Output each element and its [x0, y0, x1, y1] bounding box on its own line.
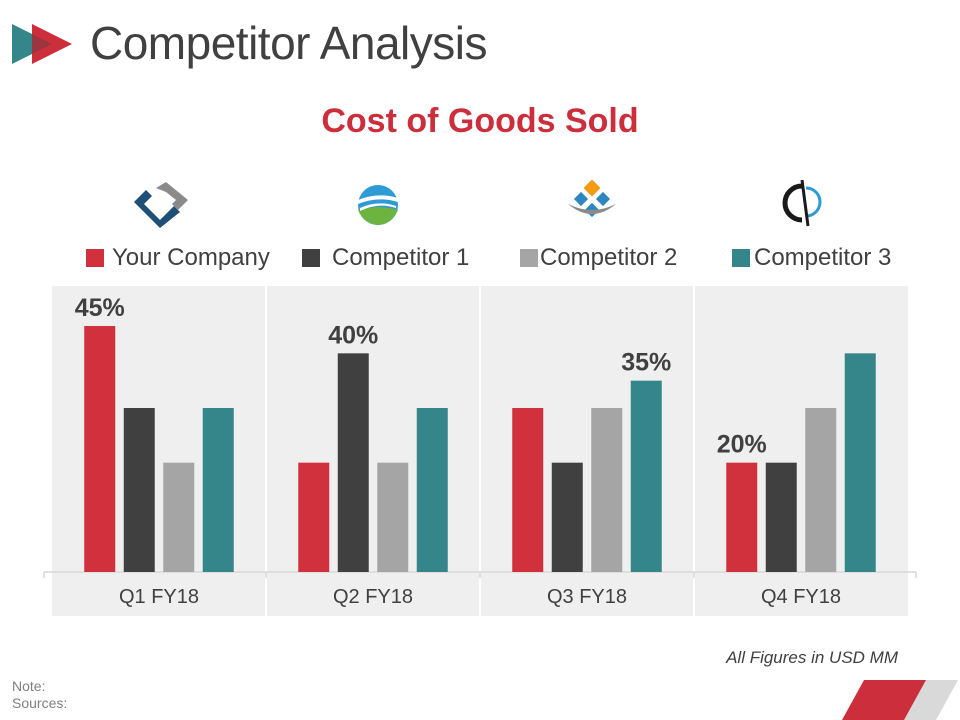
x-tick-label: Q2 FY18 [333, 586, 413, 608]
legend-item-competitor-2: Competitor 2 [520, 244, 677, 272]
title-arrow-icon [12, 24, 72, 64]
bar-your-company-q1-fy18 [84, 326, 116, 572]
note-label: Note: [12, 678, 46, 694]
x-tick-label: Q1 FY18 [119, 586, 199, 608]
data-label: 45% [75, 294, 125, 322]
bar-competitor-3-q3-fy18 [630, 380, 662, 572]
company-logo-3-icon [568, 180, 616, 218]
legend-label: Competitor 2 [540, 244, 678, 271]
company-logo-4-icon [782, 179, 822, 227]
sources-label: Sources: [12, 695, 68, 711]
legend-swatch [302, 249, 320, 267]
bar-competitor-3-q4-fy18 [844, 353, 876, 572]
legend-item-competitor-1: Competitor 1 [302, 244, 469, 272]
legend-item-your-company: Your Company [86, 244, 270, 272]
legend-label: Your Company [112, 244, 270, 271]
bar-competitor-3-q1-fy18 [202, 408, 234, 572]
x-tick-label: Q4 FY18 [761, 586, 841, 608]
x-tick-label: Q3 FY18 [547, 586, 627, 608]
legend-swatch [86, 249, 104, 267]
chart-title: Cost of Goods Sold [321, 102, 639, 140]
data-label: 35% [621, 349, 671, 377]
bar-your-company-q3-fy18 [512, 408, 544, 572]
legend-item-competitor-3: Competitor 3 [732, 244, 891, 272]
bar-competitor-2-q1-fy18 [163, 462, 195, 572]
bar-competitor-2-q4-fy18 [805, 408, 837, 572]
bar-competitor-1-q1-fy18 [123, 408, 155, 572]
units-note: All Figures in USD MM [726, 648, 898, 667]
legend-swatch [520, 249, 538, 267]
legend-label: Competitor 1 [332, 244, 470, 271]
data-label: 20% [717, 431, 767, 459]
bar-competitor-1-q3-fy18 [551, 462, 583, 572]
bar-your-company-q2-fy18 [298, 462, 330, 572]
legend-label: Competitor 3 [754, 244, 892, 271]
bar-competitor-1-q4-fy18 [765, 462, 797, 572]
company-logo-1-icon [134, 182, 188, 228]
bar-competitor-2-q3-fy18 [591, 408, 623, 572]
data-label: 40% [328, 321, 378, 349]
bar-competitor-2-q2-fy18 [377, 462, 409, 572]
bar-competitor-1-q2-fy18 [337, 353, 369, 572]
bar-your-company-q4-fy18 [726, 462, 758, 572]
legend-swatch [732, 249, 750, 267]
bar-competitor-3-q2-fy18 [416, 408, 448, 572]
company-logo-2-icon [358, 185, 398, 225]
page-title: Competitor Analysis [90, 17, 488, 69]
